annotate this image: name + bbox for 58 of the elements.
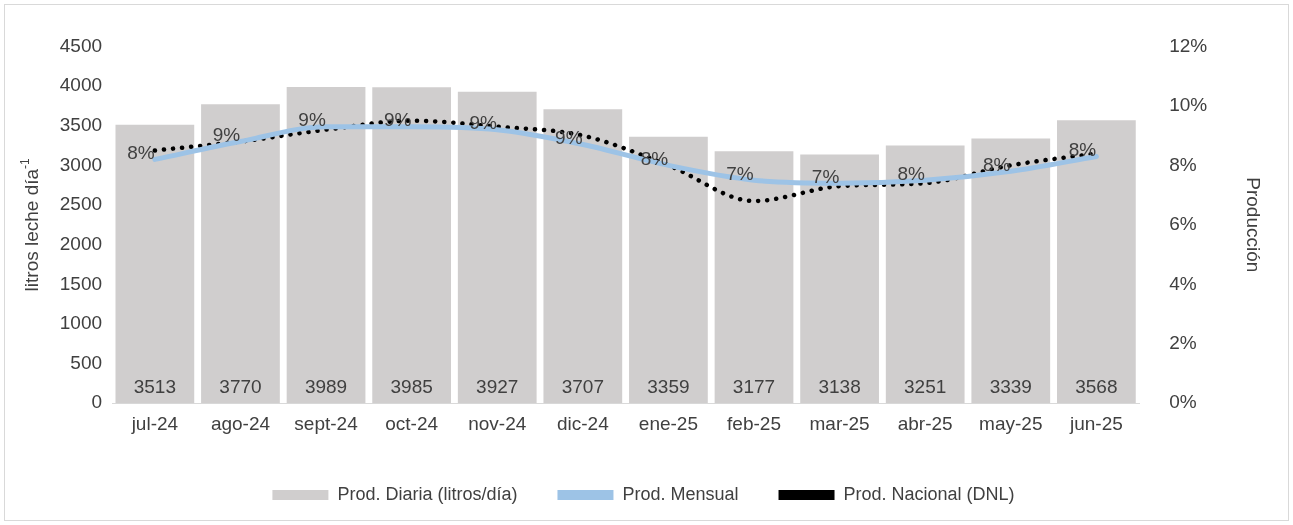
data-label: 8% — [1068, 139, 1097, 161]
data-label: 9% — [469, 112, 498, 134]
data-label: 3707 — [561, 375, 604, 397]
y2-tick-label: 2% — [1169, 331, 1197, 353]
data-label: 9% — [383, 109, 412, 131]
y-tick-label: 2000 — [59, 232, 103, 254]
data-label: 3770 — [219, 375, 262, 397]
x-tick-label: sept-24 — [294, 412, 359, 434]
legend-label: Prod. Mensual — [622, 483, 739, 504]
y-tick-label: 4000 — [59, 74, 103, 96]
data-label: 3927 — [476, 375, 519, 397]
data-label: 3177 — [732, 375, 776, 397]
data-label: 9% — [212, 124, 241, 146]
y-tick-label: 2500 — [59, 193, 103, 215]
y-tick-label: 4500 — [59, 34, 103, 56]
x-tick-label: ago-24 — [210, 412, 271, 434]
data-label: 9% — [298, 109, 326, 131]
y-tick-label: 3500 — [59, 113, 103, 135]
data-label: 7% — [726, 162, 754, 184]
data-label: 3985 — [390, 375, 433, 397]
y2-tick-label: 8% — [1169, 153, 1197, 175]
x-tick-label: jul-24 — [130, 412, 179, 434]
data-label: 3339 — [989, 375, 1032, 397]
data-label: 8% — [640, 148, 669, 170]
x-tick-label: mar-25 — [809, 412, 870, 434]
y-tick-label: 500 — [70, 351, 103, 373]
x-tick-label: abr-25 — [897, 412, 953, 434]
y-axis-title: litros leche día-1 — [18, 157, 43, 292]
x-tick-label: oct-24 — [385, 412, 439, 434]
data-label: 8% — [897, 162, 926, 184]
data-label: 8% — [127, 142, 155, 164]
data-label: 3989 — [304, 375, 348, 397]
y2-axis-title: Producción — [1243, 177, 1265, 273]
x-tick-label: nov-24 — [468, 412, 527, 434]
x-tick-label: jun-25 — [1068, 412, 1123, 434]
y-tick-label: 1500 — [59, 272, 103, 294]
y-tick-label: 3000 — [59, 153, 103, 175]
legend-label: Prod. Nacional (DNL) — [843, 483, 1015, 504]
data-label: 3568 — [1075, 375, 1118, 397]
data-label: 3138 — [818, 375, 861, 397]
y2-tick-label: 0% — [1169, 391, 1197, 413]
y2-tick-label: 6% — [1169, 213, 1197, 235]
y2-tick-label: 12% — [1169, 34, 1208, 56]
y-tick-label: 0 — [91, 391, 103, 413]
y2-tick-label: 10% — [1169, 94, 1208, 116]
data-label: 7% — [811, 165, 840, 187]
data-label: 3359 — [647, 375, 690, 397]
data-label: 8% — [983, 154, 1011, 176]
x-tick-label: feb-25 — [727, 412, 781, 434]
x-tick-label: may-25 — [979, 412, 1043, 434]
y2-tick-label: 4% — [1169, 272, 1197, 294]
x-tick-label: ene-25 — [638, 412, 698, 434]
y-tick-label: 1000 — [59, 312, 103, 334]
legend-label: Prod. Diaria (litros/día) — [337, 483, 518, 504]
data-label: 9% — [555, 127, 583, 149]
x-tick-label: dic-24 — [556, 412, 610, 434]
data-label: 3513 — [133, 375, 176, 397]
data-label: 3251 — [904, 375, 947, 397]
